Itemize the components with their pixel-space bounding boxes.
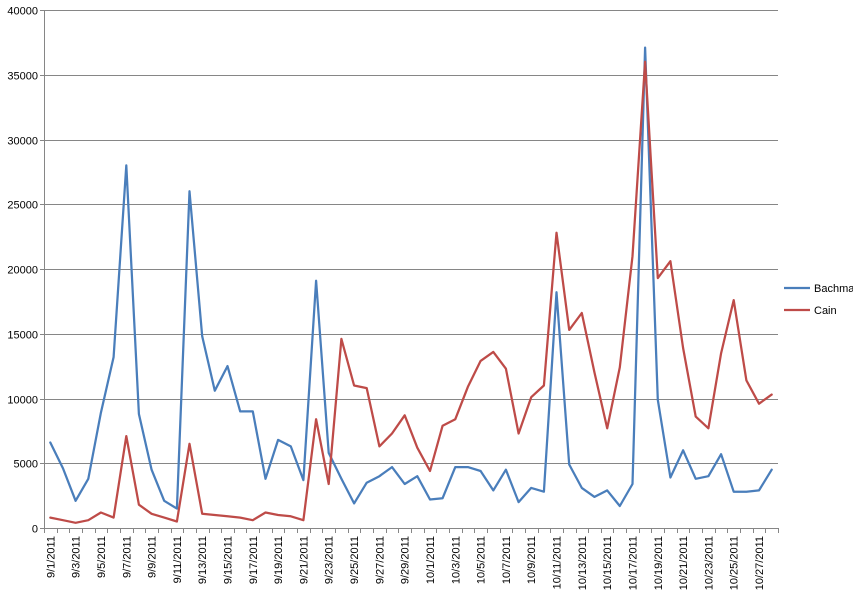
y-tick-label: 5000 — [14, 459, 38, 471]
x-axis: 9/1/2011 9/3/2011 9/5/2011 9/7/2011 9/9/2011… — [44, 528, 779, 590]
y-tick-label: 10000 — [7, 395, 38, 407]
series-lines — [49, 46, 773, 524]
x-tick-label: 10/17/2011 — [627, 536, 639, 590]
series-line-cain — [49, 60, 773, 524]
x-tick-label: 10/3/2011 — [450, 536, 462, 584]
x-tick-label: 10/23/2011 — [703, 536, 715, 590]
x-tick-label: 10/9/2011 — [526, 536, 538, 584]
x-tick-label: 9/1/2011 — [45, 536, 57, 578]
x-tick-label: 9/13/2011 — [197, 536, 209, 584]
x-tick-label: 10/21/2011 — [678, 536, 690, 590]
x-tick-label: 10/25/2011 — [729, 536, 741, 590]
x-tick-label: 9/29/2011 — [400, 536, 412, 584]
x-tick-label: 9/3/2011 — [71, 536, 83, 578]
x-tick-label: 9/9/2011 — [147, 536, 159, 578]
x-tick-label: 9/15/2011 — [223, 536, 235, 584]
y-tick-label: 30000 — [7, 136, 38, 148]
y-tick-label: 15000 — [7, 330, 38, 342]
x-tick-label: 10/13/2011 — [577, 536, 589, 590]
x-tick-label: 10/15/2011 — [602, 536, 614, 590]
x-tick-label: 9/21/2011 — [298, 536, 310, 584]
x-tick-label: 10/7/2011 — [501, 536, 513, 584]
x-tick-label: 9/27/2011 — [374, 536, 386, 584]
y-axis: 0 5000 10000 15000 20000 25000 30000 35000 40000 — [7, 6, 45, 536]
x-tick-label: 10/11/2011 — [552, 536, 564, 589]
x-tick-label: 10/27/2011 — [754, 536, 766, 590]
x-tick-label: 10/19/2011 — [653, 536, 665, 590]
x-tick-label: 9/19/2011 — [273, 536, 285, 584]
x-tick-label: 10/5/2011 — [476, 536, 488, 584]
legend: Bachmann Cain — [784, 283, 853, 317]
x-tick-label: 9/5/2011 — [96, 536, 108, 578]
gridlines — [44, 10, 778, 464]
y-tick-label: 0 — [32, 524, 38, 536]
x-tick-label: 9/11/2011 — [172, 536, 184, 583]
x-tick-label: 10/1/2011 — [425, 536, 437, 584]
x-tick-label: 9/7/2011 — [121, 536, 133, 578]
y-tick-label: 20000 — [7, 265, 38, 277]
series-line-bachmann — [49, 46, 773, 510]
y-tick-label: 35000 — [7, 71, 38, 83]
legend-label-cain: Cain — [814, 305, 837, 317]
y-tick-label: 40000 — [7, 6, 38, 18]
x-tick-label: 9/17/2011 — [248, 536, 260, 584]
x-tick-label: 9/25/2011 — [349, 536, 361, 584]
y-tick-label: 25000 — [7, 200, 38, 212]
legend-label-bachmann: Bachmann — [814, 283, 853, 295]
x-tick-label: 9/23/2011 — [324, 536, 336, 584]
